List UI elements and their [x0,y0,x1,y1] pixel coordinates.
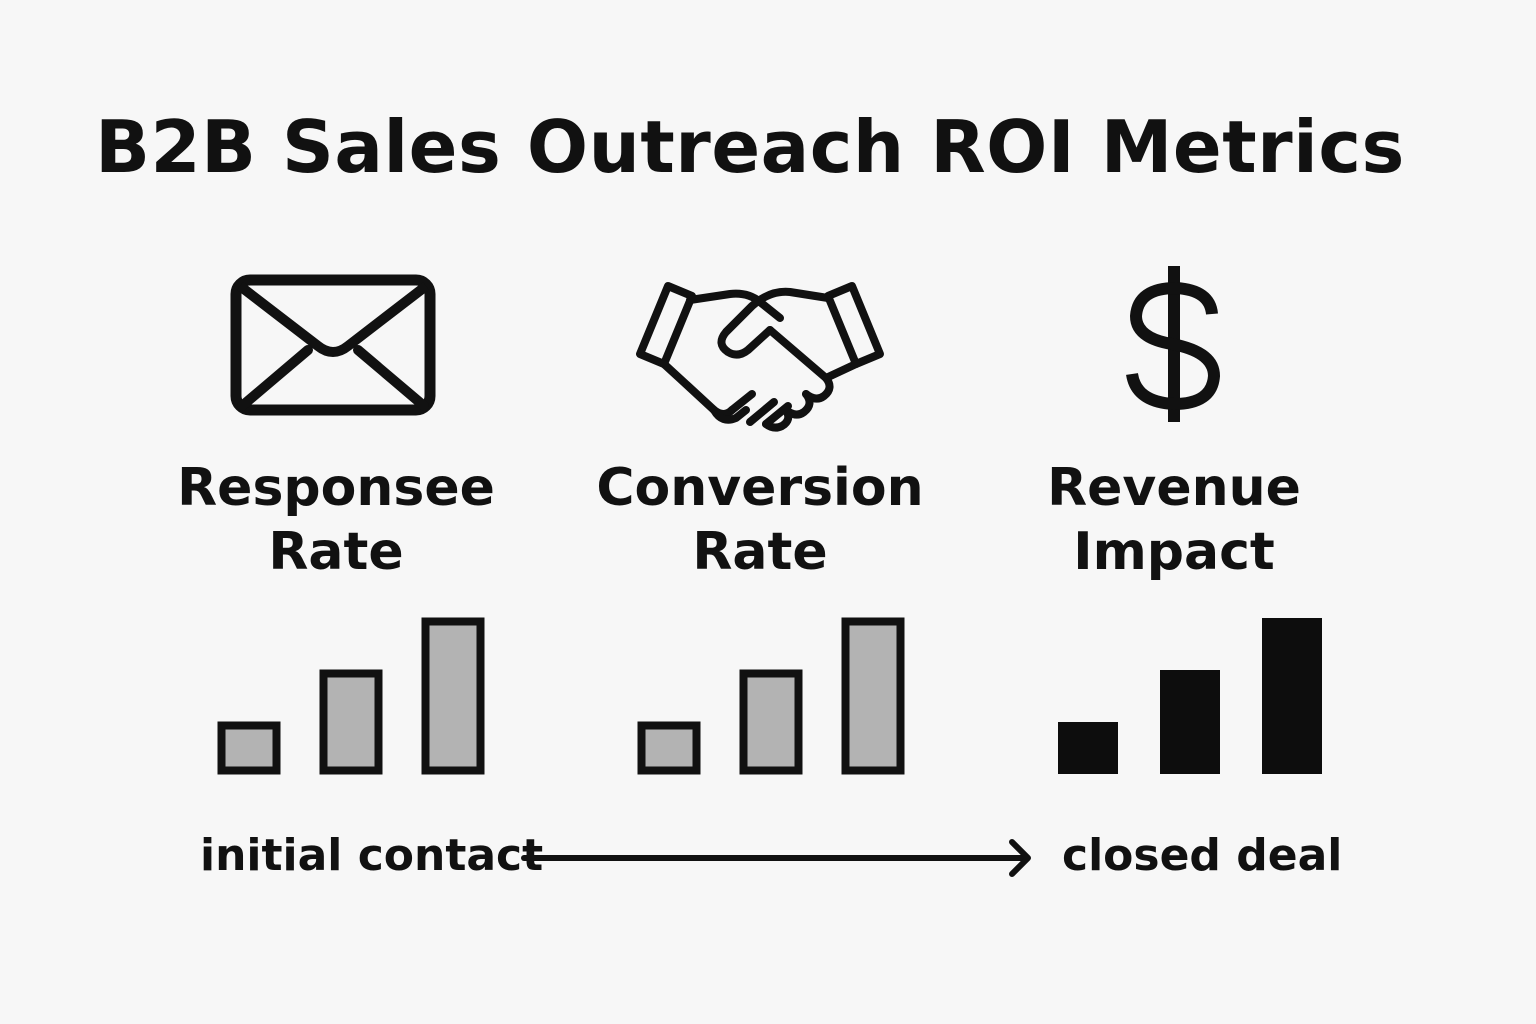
metric-bar [1058,722,1118,774]
metric-label-line: Impact [1073,522,1275,582]
handshake-icon [636,282,884,432]
flow-start-label: initial contact [200,830,544,881]
metric-label-conversion-rate: Conversion Rate [550,456,970,584]
metric-bar [739,669,803,775]
metric-label-line: Rate [692,522,828,582]
dollar-icon [1126,266,1221,422]
metric-bar [319,669,383,775]
metric-bar [637,721,701,775]
metric-bar [421,617,485,775]
metric-label-revenue-impact: Revenue Impact [964,456,1384,584]
envelope-icon [230,274,436,416]
metric-label-line: Responsee [177,458,495,518]
metric-bar [1160,670,1220,774]
metric-label-line: Rate [268,522,404,582]
flow-end-label: closed deal [1062,830,1343,881]
metric-label-line: Revenue [1047,458,1301,518]
metric-label-line: Conversion [596,458,924,518]
metric-label-response-rate: Responsee Rate [126,456,546,584]
metric-bar [841,617,905,775]
metric-bar [1262,618,1322,774]
page-title: B2B Sales Outreach ROI Metrics [95,105,1405,189]
metric-bar [217,721,281,775]
right-arrow-icon [521,839,1031,877]
